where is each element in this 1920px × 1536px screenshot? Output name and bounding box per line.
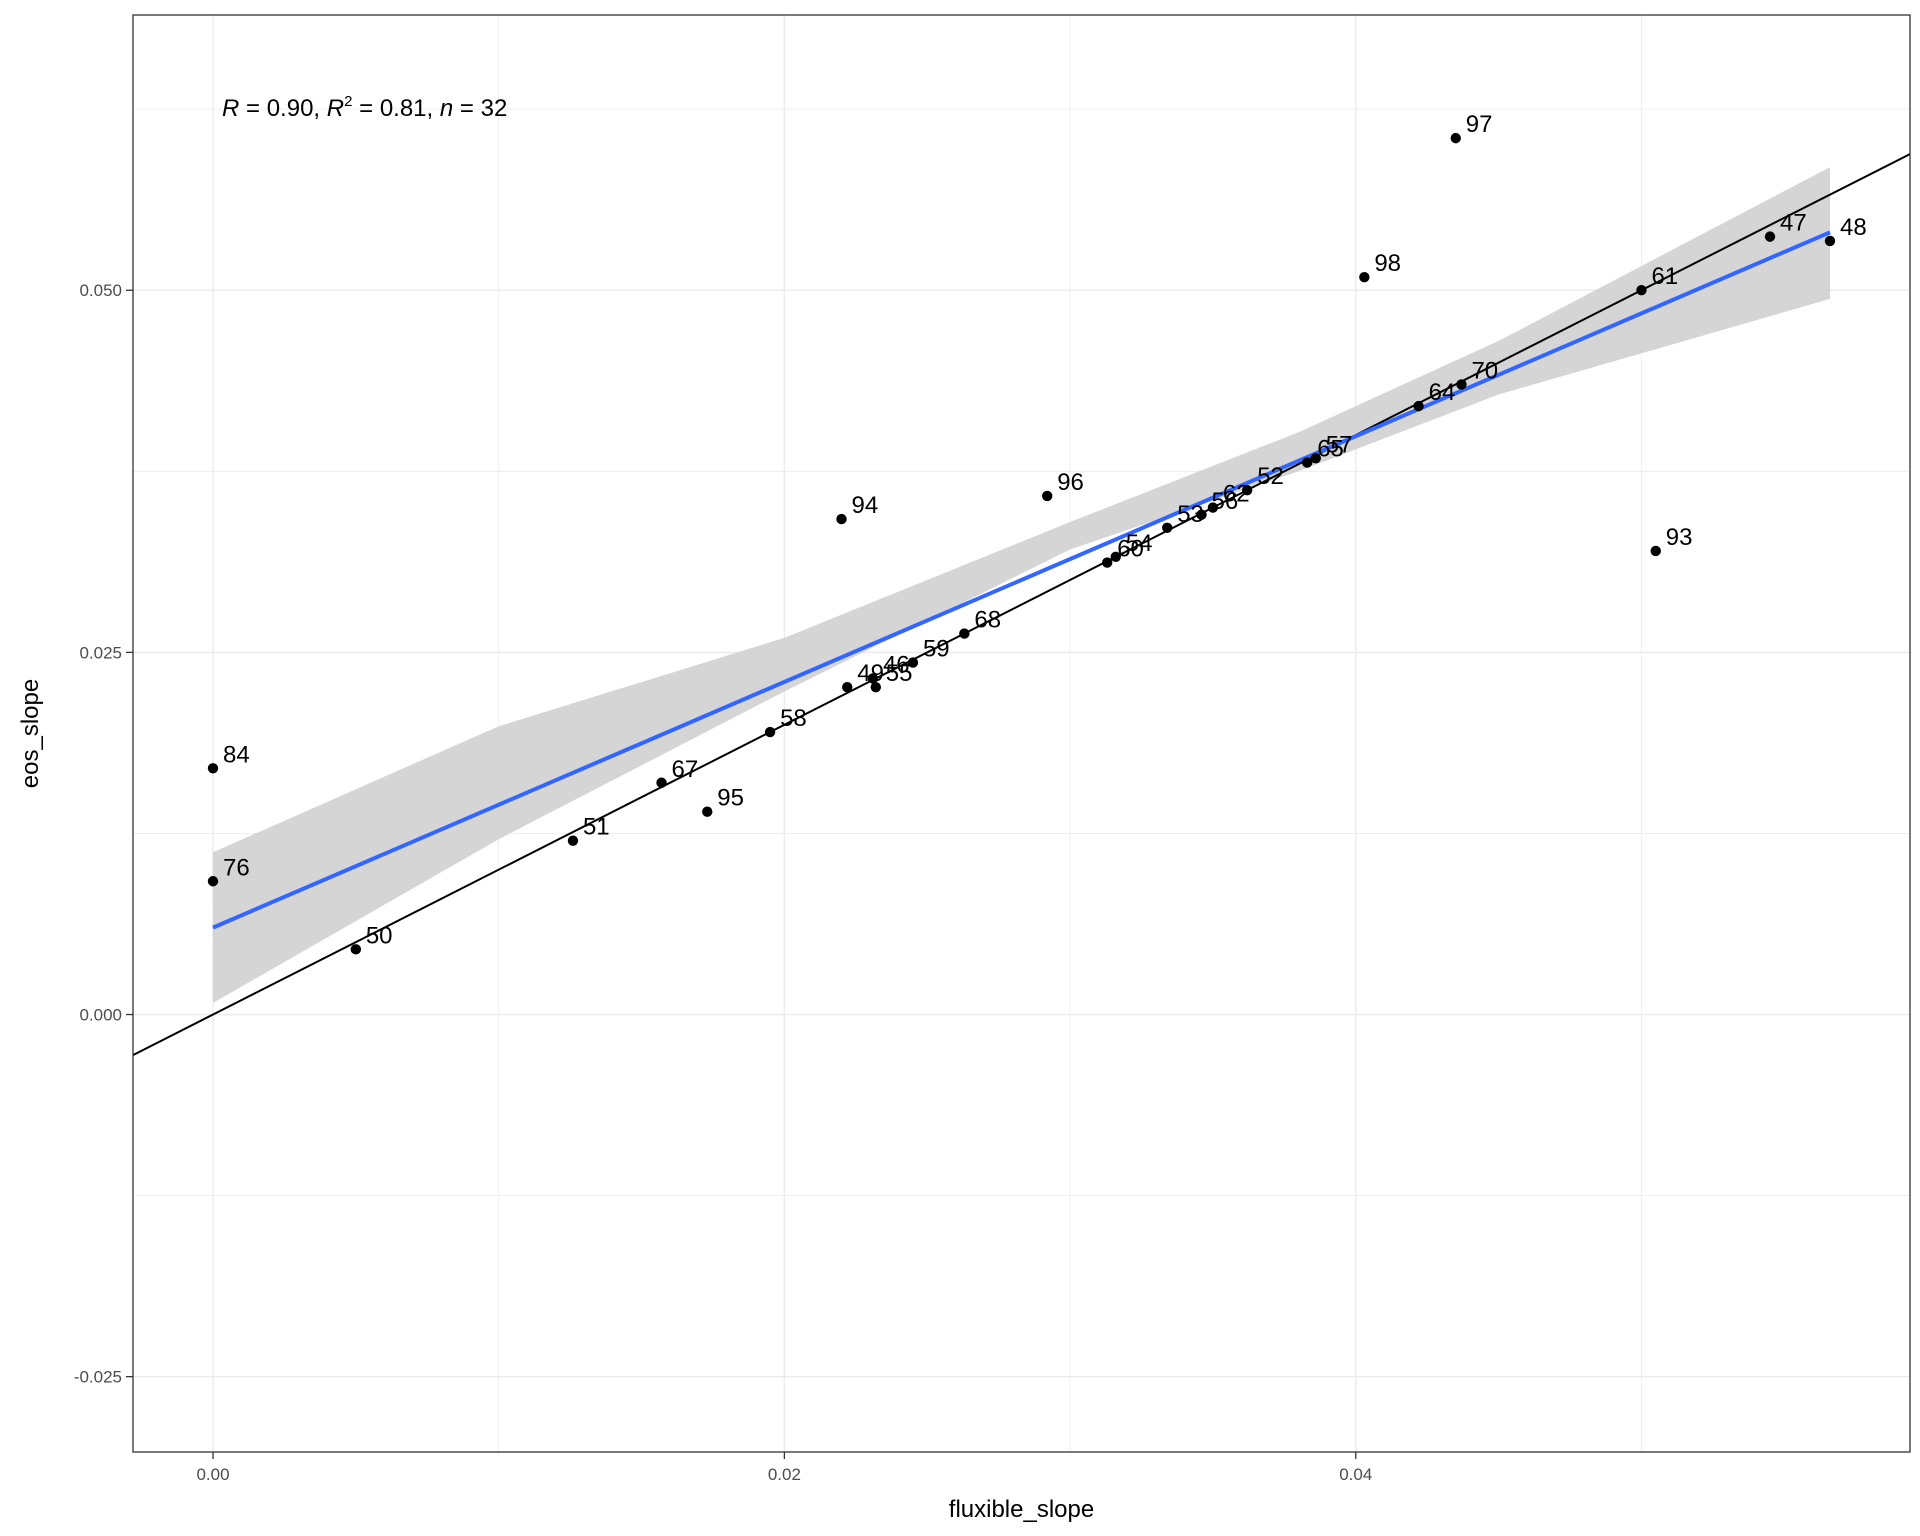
- plot-panel: [133, 15, 1910, 1452]
- annot-r-symbol: R: [222, 95, 239, 122]
- annot-n-symbol: n: [440, 95, 453, 122]
- point-label-50: 50: [366, 922, 393, 949]
- point-label-51: 51: [583, 814, 610, 841]
- x-tick-label: 0.02: [768, 1465, 801, 1484]
- annot-n-eq: =: [453, 95, 480, 122]
- point-label-70: 70: [1471, 357, 1498, 384]
- data-point-60: [1102, 557, 1113, 568]
- data-point-51: [567, 835, 579, 846]
- data-point-97: [1450, 132, 1461, 144]
- data-point-58: [764, 726, 776, 738]
- y-axis-title: eos_slope: [17, 679, 44, 788]
- data-point-46: [867, 673, 879, 684]
- data-point-49: [842, 681, 853, 693]
- plot-panel-border: [132, 14, 1911, 1453]
- point-label-47: 47: [1780, 210, 1807, 237]
- data-point-67: [656, 777, 667, 788]
- point-label-61: 61: [1651, 263, 1678, 290]
- data-point-53: [1162, 522, 1173, 533]
- point-label-53: 53: [1177, 501, 1204, 528]
- point-label-94: 94: [852, 492, 879, 519]
- annot-r-value: 0.90: [267, 95, 314, 122]
- data-point-57: [1310, 453, 1321, 464]
- correlation-annotation: R = 0.90, R2 = 0.81, n = 32: [222, 93, 507, 122]
- point-label-60: 60: [1117, 536, 1144, 563]
- data-point-61: [1636, 285, 1647, 296]
- point-label-49: 49: [857, 660, 884, 687]
- data-point-94: [836, 513, 847, 525]
- point-label-84: 84: [223, 741, 250, 768]
- y-tick-label: 0.050: [79, 281, 122, 300]
- y-tick-label: -0.025: [74, 1368, 122, 1387]
- point-label-46: 46: [883, 651, 910, 678]
- point-label-56: 56: [1211, 488, 1238, 515]
- data-point-98: [1359, 271, 1370, 283]
- data-point-68: [959, 628, 970, 639]
- grid-lines: [133, 15, 1910, 1452]
- point-label-96: 96: [1057, 469, 1084, 496]
- annot-sep-2: ,: [427, 95, 440, 122]
- data-point-50: [350, 944, 362, 955]
- point-label-59: 59: [923, 636, 950, 663]
- point-label-95: 95: [717, 785, 744, 812]
- confidence-band-layer: [212, 167, 1831, 1003]
- data-point-48: [1824, 235, 1836, 247]
- data-point-56: [1196, 509, 1207, 520]
- annot-r2-symbol: R: [327, 95, 344, 122]
- data-point-62: [1207, 502, 1219, 513]
- data-point-59: [907, 657, 919, 668]
- point-label-52: 52: [1257, 463, 1284, 490]
- identity-line: [132, 153, 1911, 1056]
- point-label-62: 62: [1223, 481, 1250, 508]
- point-label-54: 54: [1126, 530, 1153, 557]
- confidence-band: [212, 167, 1831, 1003]
- regression-line: [212, 230, 1831, 930]
- data-point-96: [1042, 490, 1053, 502]
- point-label-98: 98: [1374, 250, 1401, 277]
- point-label-48: 48: [1840, 214, 1867, 241]
- x-tick-label: 0.04: [1339, 1465, 1372, 1484]
- axis-ticks-layer: 0.00 0.02 0.04 -0.025 0.000 0.025 0.050: [74, 281, 1373, 1484]
- point-label-55: 55: [886, 660, 913, 687]
- data-point-55: [870, 681, 881, 693]
- y-tick-label: 0.025: [79, 643, 122, 662]
- point-label-68: 68: [974, 607, 1001, 634]
- point-label-64: 64: [1429, 379, 1456, 406]
- annot-n-value: 32: [481, 95, 508, 122]
- data-point-95: [702, 806, 713, 817]
- point-label-58: 58: [780, 705, 807, 732]
- data-point-47: [1764, 231, 1776, 242]
- annot-r2-eq: =: [352, 95, 379, 122]
- y-tick-label: 0.000: [79, 1006, 122, 1025]
- lines-layer: [132, 153, 1911, 1056]
- point-label-65: 65: [1317, 436, 1344, 463]
- data-point-70: [1456, 379, 1467, 390]
- data-point-52: [1242, 484, 1253, 496]
- x-tick-label: 0.00: [196, 1465, 229, 1484]
- data-point-65: [1301, 457, 1313, 468]
- points-layer: [207, 132, 1836, 955]
- point-label-67: 67: [672, 756, 699, 783]
- data-point-76: [207, 876, 219, 887]
- point-label-57: 57: [1326, 431, 1353, 458]
- data-point-64: [1413, 400, 1424, 412]
- point-label-76: 76: [223, 854, 250, 881]
- data-point-54: [1110, 551, 1121, 562]
- annot-r-eq: =: [239, 95, 266, 122]
- point-label-97: 97: [1466, 111, 1493, 138]
- x-axis-title: fluxible_slope: [949, 1496, 1094, 1523]
- data-point-84: [207, 763, 219, 774]
- annot-r2-value: 0.81: [380, 95, 427, 122]
- annot-r2-superscript: 2: [344, 93, 352, 110]
- point-label-93: 93: [1666, 524, 1693, 551]
- annot-sep-1: ,: [313, 95, 326, 122]
- data-point-93: [1650, 545, 1661, 557]
